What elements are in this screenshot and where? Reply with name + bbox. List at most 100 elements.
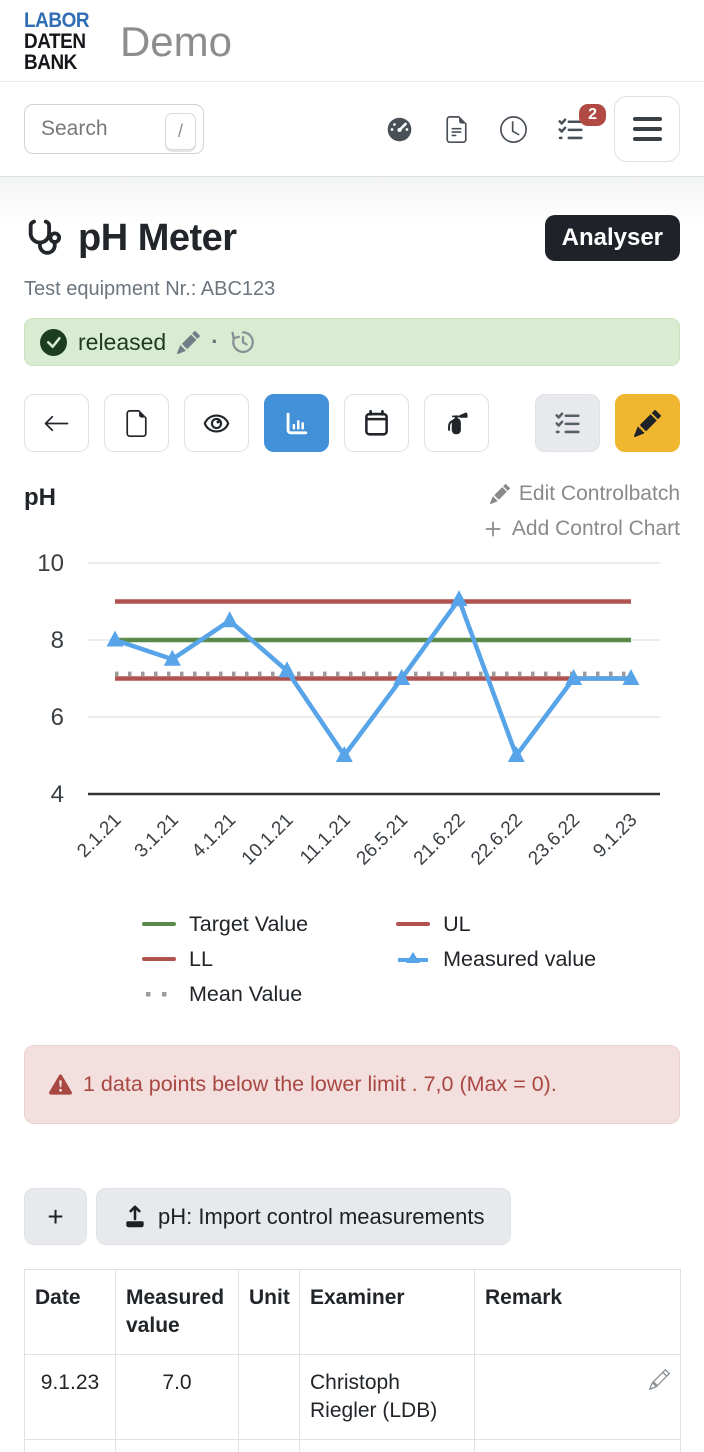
add-measurement-button[interactable]: + bbox=[24, 1188, 87, 1245]
cell-examiner: Christoph Riegler (LDB) bbox=[299, 1354, 475, 1440]
labordatenbank-logo[interactable]: LABOR DATEN BANK bbox=[24, 8, 90, 74]
document-icon bbox=[446, 115, 467, 143]
stethoscope-icon bbox=[28, 219, 62, 255]
file-button[interactable] bbox=[104, 394, 169, 452]
svg-text:4: 4 bbox=[51, 781, 64, 808]
checklist-button[interactable] bbox=[535, 394, 600, 452]
edit-controlbatch-label: Edit Controlbatch bbox=[518, 482, 680, 505]
legend-item-target-value: Target Value bbox=[142, 911, 308, 937]
clock-icon bbox=[500, 115, 527, 143]
logo-line-1: LABOR bbox=[24, 8, 90, 32]
alert-text: 1 data points below the lower limit . 7,… bbox=[83, 1072, 557, 1096]
extinguisher-button[interactable] bbox=[424, 394, 489, 452]
row-edit-pencil-icon[interactable] bbox=[649, 1369, 670, 1390]
tasklist-icon bbox=[558, 117, 583, 139]
search-wrap: / bbox=[24, 104, 204, 154]
chart-button[interactable] bbox=[264, 394, 329, 452]
tasks-button[interactable]: 2 bbox=[557, 103, 606, 143]
edit-controlbatch-link[interactable]: Edit Controlbatch bbox=[489, 482, 680, 506]
svg-text:11.1.21: 11.1.21 bbox=[296, 810, 355, 869]
arrow-left-icon bbox=[44, 415, 69, 431]
svg-text:23.6.22: 23.6.22 bbox=[524, 810, 584, 870]
chart-header: pH Edit Controlbatch Add Control Chart bbox=[24, 482, 680, 541]
warning-icon bbox=[49, 1074, 72, 1095]
measurements-table: Date Measured value Unit Examiner Remark… bbox=[24, 1269, 681, 1452]
logo-line-2: DATEN bbox=[24, 29, 86, 53]
menu-bar bbox=[632, 127, 662, 131]
legend-item-mean-value: Mean Value bbox=[142, 981, 308, 1007]
dashboard-button[interactable] bbox=[386, 116, 413, 143]
table-header-row: Date Measured value Unit Examiner Remark bbox=[24, 1269, 681, 1355]
main-content: pH Meter Analyser Test equipment Nr.: AB… bbox=[0, 177, 704, 1452]
table-row bbox=[24, 1439, 681, 1452]
svg-text:6: 6 bbox=[51, 704, 64, 731]
plus-icon bbox=[485, 521, 501, 537]
pencil-icon bbox=[634, 409, 661, 437]
pencil-icon bbox=[489, 484, 510, 504]
svg-text:22.6.22: 22.6.22 bbox=[467, 810, 527, 870]
menu-button[interactable] bbox=[614, 96, 680, 162]
history-icon[interactable] bbox=[230, 329, 256, 355]
edit-button[interactable] bbox=[615, 394, 680, 452]
svg-text:10: 10 bbox=[37, 550, 64, 577]
cell-date: 9.1.23 bbox=[24, 1354, 116, 1440]
cell-measured-value: 7.0 bbox=[115, 1354, 239, 1440]
limit-alert: 1 data points below the lower limit . 7,… bbox=[24, 1045, 680, 1124]
table-row: 9.1.23 7.0 Christoph Riegler (LDB) bbox=[24, 1354, 681, 1440]
chart-title: pH bbox=[24, 484, 56, 511]
import-measurements-label: pH: Import control measurements bbox=[158, 1203, 485, 1229]
type-badge: Analyser bbox=[544, 215, 680, 261]
svg-text:4.1.21: 4.1.21 bbox=[188, 810, 240, 862]
legend-label: Mean Value bbox=[189, 981, 303, 1006]
control-chart: 10 8 6 4 2.1.21 3.1.21 4.1.2110.1.2111.1.2126.… bbox=[37, 550, 660, 870]
menu-bar bbox=[632, 137, 662, 141]
upload-icon bbox=[126, 1205, 144, 1227]
top-icons: 2 bbox=[386, 96, 680, 162]
status-edit-pencil-icon[interactable] bbox=[177, 330, 201, 354]
cell-remark bbox=[474, 1354, 681, 1440]
logo-line-3: BANK bbox=[24, 50, 77, 74]
legend-label: Target Value bbox=[189, 911, 309, 936]
fire-extinguisher-icon bbox=[448, 412, 468, 434]
search-shortcut-key: / bbox=[165, 113, 196, 150]
add-control-chart-label: Add Control Chart bbox=[511, 517, 680, 540]
documents-button[interactable] bbox=[443, 115, 470, 143]
file-icon bbox=[126, 409, 147, 437]
legend-label: LL bbox=[189, 946, 213, 971]
legend-item-ll: LL bbox=[142, 946, 308, 972]
col-header-unit: Unit bbox=[238, 1269, 300, 1355]
menu-bar bbox=[632, 117, 662, 121]
status-label: released bbox=[78, 328, 167, 355]
app-header: LABOR DATEN BANK Demo bbox=[0, 0, 704, 81]
view-button[interactable] bbox=[184, 394, 249, 452]
svg-text:3.1.21: 3.1.21 bbox=[131, 810, 183, 862]
tasks-badge: 2 bbox=[579, 103, 606, 126]
bar-chart-icon bbox=[286, 412, 308, 434]
calendar-button[interactable] bbox=[344, 394, 409, 452]
col-header-examiner: Examiner bbox=[299, 1269, 475, 1355]
svg-text:21.6.22: 21.6.22 bbox=[410, 810, 470, 870]
add-control-chart-link[interactable]: Add Control Chart bbox=[483, 517, 680, 541]
checklist-icon bbox=[555, 411, 580, 433]
svg-text:10.1.21: 10.1.21 bbox=[238, 810, 298, 870]
legend-item-measured-value: Measured value bbox=[396, 946, 596, 972]
svg-text:8: 8 bbox=[51, 627, 64, 654]
status-separator: · bbox=[211, 329, 219, 354]
title-row: pH Meter Analyser bbox=[24, 177, 680, 261]
import-actions: + pH: Import control measurements bbox=[24, 1188, 680, 1245]
top-toolbar: / bbox=[0, 81, 704, 177]
status-banner: released · bbox=[24, 318, 680, 366]
app-title: Demo bbox=[119, 17, 232, 65]
legend-label: UL bbox=[443, 911, 471, 936]
eye-icon bbox=[203, 413, 230, 433]
back-button[interactable] bbox=[24, 394, 89, 452]
calendar-icon bbox=[365, 409, 388, 436]
cell-unit bbox=[238, 1354, 300, 1440]
equipment-actions bbox=[24, 394, 680, 452]
import-measurements-button[interactable]: pH: Import control measurements bbox=[96, 1188, 512, 1245]
chart-legend: Target Value UL LL Measured value Mean Value bbox=[142, 911, 680, 1007]
recent-button[interactable] bbox=[500, 115, 527, 143]
col-header-date: Date bbox=[24, 1269, 116, 1355]
legend-label: Measured value bbox=[443, 946, 597, 971]
col-header-remark: Remark bbox=[474, 1269, 681, 1355]
